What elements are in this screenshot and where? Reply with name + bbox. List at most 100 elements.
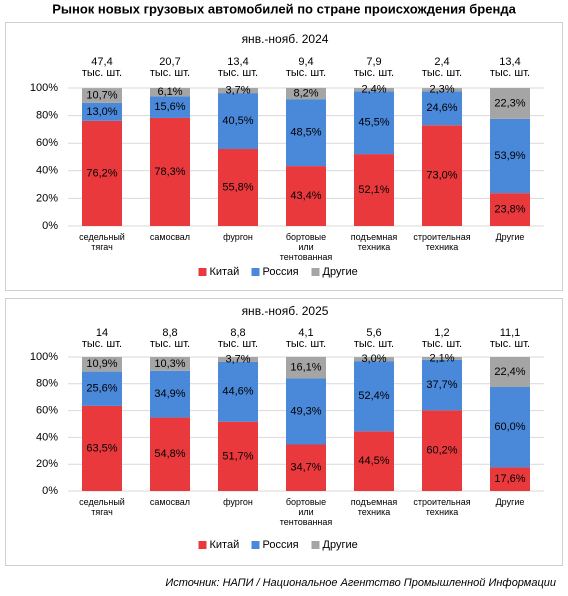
- value-label: 60,0%: [494, 421, 525, 433]
- legend-swatch: [251, 541, 260, 549]
- value-label: 34,7%: [290, 462, 321, 474]
- value-label: 13,0%: [86, 106, 117, 118]
- value-label: 24,6%: [426, 102, 457, 114]
- total-unit: тыс. шт.: [422, 338, 462, 350]
- y-tick-label: 40%: [36, 165, 58, 177]
- bar-segment: [490, 357, 530, 388]
- total-unit: тыс. шт.: [218, 338, 258, 350]
- y-tick-label: 20%: [36, 192, 58, 204]
- total-unit: тыс. шт.: [218, 67, 258, 79]
- y-tick-label: 60%: [36, 405, 58, 417]
- bar-segment: [490, 193, 530, 226]
- y-tick-label: 80%: [36, 378, 58, 390]
- legend-label: Россия: [263, 266, 299, 278]
- bar-segment: [150, 370, 190, 418]
- value-label: 44,5%: [358, 455, 389, 467]
- value-label: 52,1%: [358, 184, 389, 196]
- y-tick-label: 20%: [36, 458, 58, 470]
- bar-segment: [354, 91, 394, 155]
- x-tick-label: Другие: [495, 232, 525, 242]
- bar-segment: [286, 99, 326, 167]
- value-label: 37,7%: [426, 379, 457, 391]
- bar-segment: [82, 120, 122, 226]
- total-label: 47,4: [91, 56, 112, 68]
- value-label: 2,1%: [429, 352, 454, 364]
- bar-segment: [422, 357, 462, 360]
- legend-swatch: [311, 268, 320, 276]
- value-label: 16,1%: [290, 362, 321, 374]
- y-tick-label: 100%: [30, 351, 58, 363]
- value-label: 44,6%: [222, 386, 253, 398]
- total-unit: тыс. шт.: [490, 67, 530, 79]
- value-label: 48,5%: [290, 127, 321, 139]
- value-label: 60,2%: [426, 445, 457, 457]
- total-label: 9,4: [298, 56, 313, 68]
- value-label: 10,3%: [154, 358, 185, 370]
- bar-segment: [354, 154, 394, 226]
- x-tick-label: самосвал: [149, 497, 191, 507]
- x-tick-label: подъемная техника: [350, 232, 398, 252]
- total-unit: тыс. шт.: [150, 67, 190, 79]
- value-label: 34,9%: [154, 388, 185, 400]
- value-label: 22,3%: [494, 97, 525, 109]
- total-label: 7,9: [366, 56, 381, 68]
- bar-segment: [286, 356, 326, 379]
- source-note: Источник: НАПИ / Национальное Агентство …: [165, 577, 556, 589]
- value-label: 52,4%: [358, 390, 389, 402]
- value-label: 2,4%: [361, 84, 386, 96]
- x-tick-label: Другие: [495, 497, 525, 507]
- x-tick-label: седельный тягач: [79, 497, 125, 517]
- value-label: 51,7%: [222, 450, 253, 462]
- bar-segment: [286, 166, 326, 226]
- bar-segment: [82, 371, 122, 406]
- bar-segment: [422, 410, 462, 491]
- value-label: 6,1%: [157, 86, 182, 98]
- legend-label: Китай: [210, 539, 240, 551]
- value-label: 25,6%: [86, 383, 117, 395]
- total-unit: тыс. шт.: [286, 338, 326, 350]
- x-tick-label: самосвал: [149, 232, 191, 242]
- bar-segment: [218, 148, 258, 226]
- legend-label: Китай: [210, 266, 240, 278]
- bar-segment: [82, 88, 122, 103]
- value-label: 3,7%: [225, 353, 250, 365]
- y-tick-label: 40%: [36, 431, 58, 443]
- bar-segment: [150, 417, 190, 491]
- y-tick-label: 60%: [36, 137, 58, 149]
- y-tick-label: 80%: [36, 110, 58, 122]
- x-tick-label: бортовые или тентованная: [279, 232, 333, 262]
- value-label: 49,3%: [290, 405, 321, 417]
- panel-frame: [5, 298, 563, 566]
- legend-label: Россия: [263, 539, 299, 551]
- value-label: 22,4%: [494, 366, 525, 378]
- bar-segment: [354, 88, 394, 92]
- bar-segment: [150, 96, 190, 118]
- total-unit: тыс. шт.: [354, 67, 394, 79]
- bar-segment: [218, 88, 258, 94]
- x-tick-label: бортовые или тентованная: [279, 497, 333, 527]
- total-label: 8,8: [230, 327, 245, 339]
- total-label: 1,2: [434, 327, 449, 339]
- bar-segment: [150, 357, 190, 371]
- value-label: 73,0%: [426, 170, 457, 182]
- bar-segment: [422, 91, 462, 126]
- bar-segment: [218, 93, 258, 149]
- bar-segment: [422, 125, 462, 226]
- x-tick-label: фургон: [223, 497, 253, 507]
- y-tick-label: 0%: [42, 485, 58, 497]
- bar-segment: [354, 431, 394, 491]
- total-label: 11,1: [500, 327, 521, 339]
- chart-subtitle: янв.-нояб. 2024: [242, 32, 329, 46]
- value-label: 3,7%: [225, 84, 250, 96]
- total-label: 20,7: [159, 56, 180, 68]
- bar-segment: [82, 102, 122, 121]
- total-label: 4,1: [298, 327, 313, 339]
- bar-segment: [422, 88, 462, 92]
- y-tick-label: 0%: [42, 220, 58, 232]
- x-tick-label: строительная техника: [413, 497, 471, 517]
- total-label: 2,4: [434, 56, 449, 68]
- bar-segment: [218, 361, 258, 422]
- bar-segment: [422, 359, 462, 411]
- value-label: 3,0%: [361, 353, 386, 365]
